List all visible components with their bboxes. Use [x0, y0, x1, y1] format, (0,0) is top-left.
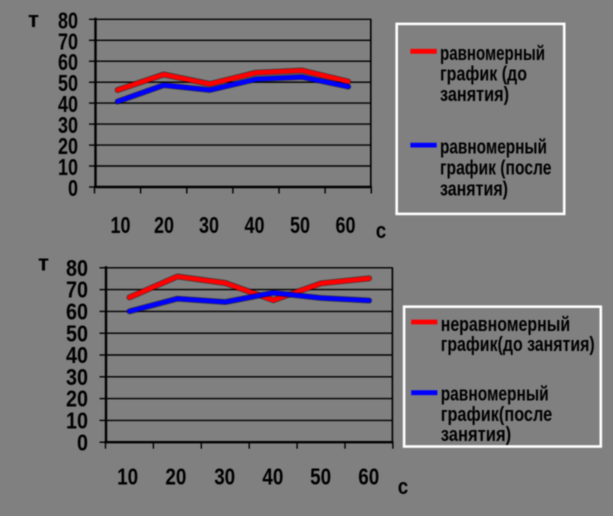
svg-text:0: 0	[77, 429, 88, 455]
svg-text:график (до: график (до	[440, 64, 527, 86]
svg-text:50: 50	[310, 464, 331, 490]
svg-text:график(после: график(после	[441, 404, 553, 426]
svg-text:10: 10	[66, 408, 88, 434]
svg-text:неравномерный: неравномерный	[441, 314, 571, 336]
svg-text:40: 40	[58, 91, 78, 117]
svg-text:50: 50	[66, 320, 88, 346]
svg-text:80: 80	[58, 7, 78, 33]
svg-text:график(до занятия): график(до занятия)	[441, 334, 595, 356]
svg-text:80: 80	[66, 255, 88, 281]
svg-text:с: с	[398, 474, 409, 499]
svg-text:60: 60	[358, 464, 379, 490]
svg-text:равномерный: равномерный	[440, 43, 545, 65]
svg-text:60: 60	[58, 49, 78, 75]
svg-text:60: 60	[336, 212, 356, 238]
svg-text:20: 20	[58, 133, 78, 159]
svg-text:40: 40	[245, 212, 265, 238]
svg-text:60: 60	[66, 299, 88, 325]
svg-text:равномерный: равномерный	[441, 384, 549, 406]
svg-text:30: 30	[214, 464, 235, 490]
svg-text:с: с	[376, 218, 387, 243]
svg-text:занятия): занятия)	[440, 179, 508, 201]
svg-text:10: 10	[111, 212, 131, 238]
svg-text:40: 40	[66, 342, 88, 368]
svg-text:график (после: график (после	[440, 158, 552, 180]
svg-text:30: 30	[199, 212, 219, 238]
svg-text:30: 30	[66, 364, 88, 390]
svg-text:равномерный: равномерный	[440, 137, 547, 159]
svg-text:30: 30	[58, 112, 78, 138]
svg-text:40: 40	[262, 464, 283, 490]
svg-text:20: 20	[154, 212, 174, 238]
svg-text:т: т	[28, 7, 39, 32]
svg-text:70: 70	[58, 28, 78, 54]
svg-text:20: 20	[66, 386, 88, 412]
svg-text:70: 70	[66, 277, 88, 303]
svg-text:50: 50	[290, 212, 310, 238]
svg-text:занятия): занятия)	[441, 424, 512, 446]
svg-text:т: т	[38, 251, 49, 276]
svg-text:50: 50	[58, 70, 78, 96]
svg-text:20: 20	[165, 464, 186, 490]
svg-text:0: 0	[68, 175, 78, 201]
svg-text:10: 10	[117, 464, 138, 490]
svg-text:занятия): занятия)	[440, 84, 509, 106]
svg-text:10: 10	[58, 154, 78, 180]
